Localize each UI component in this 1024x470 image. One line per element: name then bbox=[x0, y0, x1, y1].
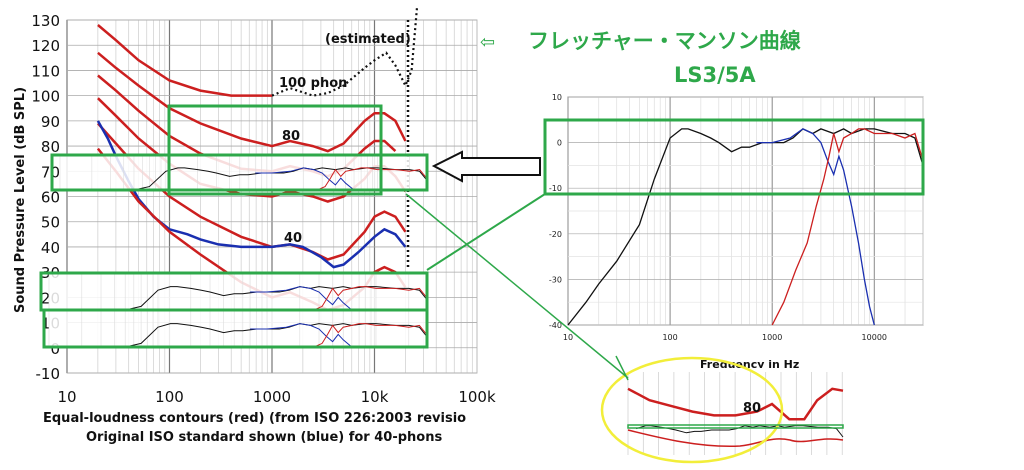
right-series-tweeter bbox=[771, 128, 924, 326]
left-xlabel-2: Original ISO standard shown (blue) for 4… bbox=[86, 430, 442, 445]
thumbnail-background bbox=[49, 311, 428, 347]
pointer-arrow bbox=[431, 150, 541, 183]
response-thumbnail-1 bbox=[59, 156, 429, 191]
left-x-tick: 1000 bbox=[253, 388, 291, 406]
left-series-contours-0 bbox=[97, 24, 272, 97]
right-y-tick: 0 bbox=[557, 139, 562, 148]
left-series-contours-2 bbox=[97, 51, 407, 153]
left-y-tick: 60 bbox=[41, 189, 60, 207]
right-series bbox=[567, 128, 924, 326]
right-y-tick: -20 bbox=[549, 230, 562, 239]
left-y-tick: -10 bbox=[36, 365, 61, 383]
left-xlabel: Equal-loudness contours (red) (from ISO … bbox=[43, 411, 466, 426]
annotation-80: 80 bbox=[282, 129, 300, 144]
annotation-100-phon: 100 phon bbox=[279, 76, 347, 91]
zoom-low-contour bbox=[627, 429, 844, 448]
left-series-iso_original-6 bbox=[96, 120, 407, 269]
left-y-tick: 80 bbox=[41, 138, 60, 156]
right-grid bbox=[567, 96, 924, 326]
connector-zoom bbox=[405, 193, 629, 379]
right-y-tick: -40 bbox=[549, 321, 562, 330]
left-y-tick: 90 bbox=[41, 113, 60, 131]
left-y-tick: 120 bbox=[31, 37, 60, 55]
box-right-chart bbox=[543, 118, 925, 196]
left-y-tick: 130 bbox=[31, 12, 60, 30]
zoom-contour-line bbox=[627, 387, 844, 421]
right-series-woofer bbox=[756, 128, 875, 326]
annotation-title-jp: フレッチャー・マンソン曲線 bbox=[528, 29, 801, 53]
left-y-tick: 50 bbox=[41, 214, 60, 232]
left-x-tick: 100k bbox=[458, 388, 496, 406]
left-pointer-arrow-icon bbox=[431, 150, 541, 183]
ls35a-response-chart: 100-10-20-30-40 10 100 1000 10000 Frequency… bbox=[549, 93, 924, 371]
right-x-tick: 10 bbox=[563, 333, 573, 342]
left-x-tick: 10 bbox=[57, 388, 76, 406]
left-y-tick: 0 bbox=[50, 340, 60, 358]
right-x-tick: 10000 bbox=[862, 333, 887, 342]
thumbnail-background bbox=[49, 274, 428, 310]
left-series-estimated-1 bbox=[271, 7, 419, 97]
left-y-tick: 110 bbox=[31, 62, 60, 80]
response-thumbnails bbox=[48, 156, 429, 348]
thumbnail-background bbox=[60, 156, 428, 190]
right-x-tick-labels: 10 100 1000 10000 bbox=[563, 333, 887, 342]
green-annotations: ⇦ フレッチャー・マンソン曲線 LS3/5A bbox=[39, 29, 925, 429]
right-y-tick: 10 bbox=[552, 93, 562, 102]
box-thumb-bottom bbox=[42, 308, 429, 349]
annotation-estimated: (estimated) bbox=[325, 32, 411, 47]
left-y-tick: 100 bbox=[31, 88, 60, 106]
equal-loudness-chart: -100102030405060708090100110120130 10100… bbox=[13, 7, 496, 445]
right-x-tick: 1000 bbox=[762, 333, 782, 342]
right-y-tick: -30 bbox=[549, 275, 562, 284]
annotation-40: 40 bbox=[284, 231, 302, 246]
left-x-tick: 10k bbox=[361, 388, 389, 406]
left-arrow-icon: ⇦ bbox=[480, 32, 495, 53]
zoom-annotation-80: 80 bbox=[743, 401, 761, 416]
right-x-tick: 100 bbox=[662, 333, 677, 342]
left-x-tick-labels: 10 100 1000 10k 100k bbox=[57, 388, 496, 406]
right-y-tick: -10 bbox=[549, 184, 562, 193]
zoom-inset: 80 bbox=[600, 356, 844, 464]
highlight-ellipse bbox=[600, 356, 784, 464]
left-y-tick: 70 bbox=[41, 163, 60, 181]
connector-zoom-tip bbox=[615, 355, 629, 381]
annotation-model: LS3/5A bbox=[674, 63, 756, 87]
left-x-tick: 100 bbox=[155, 388, 184, 406]
left-y-tick-labels: -100102030405060708090100110120130 bbox=[31, 12, 60, 383]
response-thumbnail-3 bbox=[48, 311, 429, 348]
response-thumbnail-2 bbox=[48, 274, 429, 311]
box-thumb-top bbox=[50, 153, 429, 192]
right-y-tick-labels: 10 0 -10 -20 -30 -40 bbox=[549, 93, 562, 330]
left-y-tick: 40 bbox=[41, 239, 60, 257]
box-80phon bbox=[167, 104, 383, 196]
zoom-band bbox=[627, 424, 844, 429]
left-ylabel: Sound Pressure Level (dB SPL) bbox=[13, 87, 28, 313]
connector-upper bbox=[426, 193, 546, 271]
